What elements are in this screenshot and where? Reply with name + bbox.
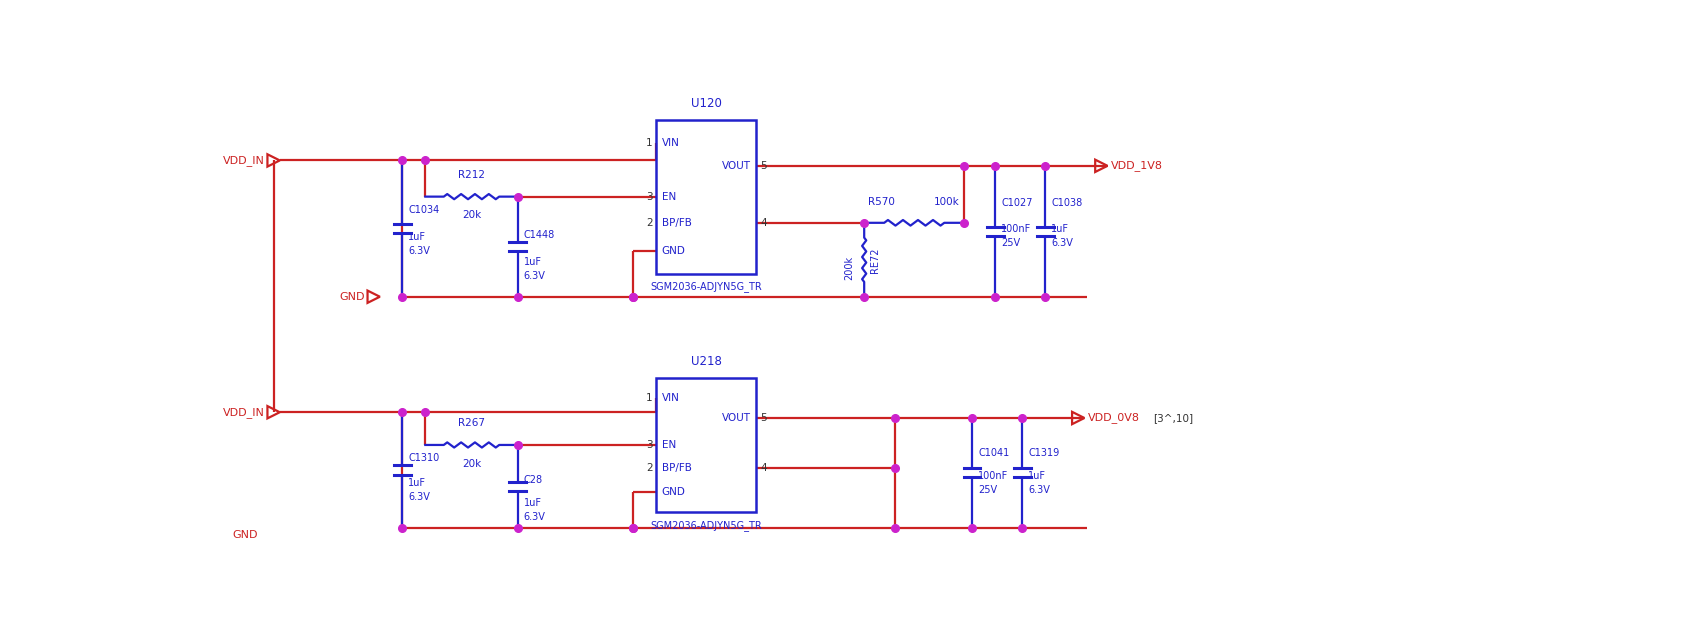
Text: VIN: VIN bbox=[662, 393, 680, 402]
Text: BP/FB: BP/FB bbox=[662, 218, 692, 228]
Text: 1: 1 bbox=[646, 138, 653, 147]
Text: U218: U218 bbox=[691, 355, 721, 368]
Text: 200k: 200k bbox=[844, 256, 854, 279]
Text: C1319: C1319 bbox=[1028, 448, 1059, 458]
Text: C1041: C1041 bbox=[979, 448, 1009, 458]
Text: 1uF: 1uF bbox=[409, 232, 426, 242]
Text: EN: EN bbox=[662, 192, 675, 202]
Text: 1: 1 bbox=[646, 393, 653, 402]
Text: VDD_1V8: VDD_1V8 bbox=[1110, 160, 1163, 171]
Text: 1uF: 1uF bbox=[1052, 224, 1069, 234]
Text: 25V: 25V bbox=[1001, 238, 1020, 248]
Text: 25V: 25V bbox=[979, 485, 997, 495]
Bar bbox=[656, 377, 757, 513]
Text: GND: GND bbox=[339, 292, 365, 302]
Text: C1027: C1027 bbox=[1001, 198, 1033, 208]
Text: VDD_IN: VDD_IN bbox=[222, 155, 264, 166]
Text: 4: 4 bbox=[760, 463, 767, 473]
Text: C1448: C1448 bbox=[523, 230, 556, 240]
Text: 100nF: 100nF bbox=[979, 471, 1008, 481]
Text: 6.3V: 6.3V bbox=[1028, 485, 1050, 495]
Text: 6.3V: 6.3V bbox=[409, 492, 430, 502]
Text: VDD_IN: VDD_IN bbox=[222, 407, 264, 418]
Text: 1uF: 1uF bbox=[1028, 471, 1047, 481]
Text: 100k: 100k bbox=[934, 198, 960, 207]
Text: 100nF: 100nF bbox=[1001, 224, 1032, 234]
Text: 3: 3 bbox=[646, 440, 653, 450]
Text: VOUT: VOUT bbox=[721, 161, 750, 171]
Text: 5: 5 bbox=[760, 413, 767, 423]
Text: 5: 5 bbox=[760, 161, 767, 171]
Bar bbox=[656, 120, 757, 274]
Text: 6.3V: 6.3V bbox=[409, 246, 430, 256]
Text: 2: 2 bbox=[646, 463, 653, 473]
Text: GND: GND bbox=[234, 530, 257, 540]
Text: R570: R570 bbox=[868, 198, 895, 207]
Text: 6.3V: 6.3V bbox=[523, 511, 546, 522]
Text: VDD_0V8: VDD_0V8 bbox=[1088, 413, 1139, 424]
Text: EN: EN bbox=[662, 440, 675, 450]
Text: R267: R267 bbox=[459, 418, 484, 428]
Text: C1310: C1310 bbox=[409, 453, 440, 464]
Text: VIN: VIN bbox=[662, 138, 680, 147]
Text: GND: GND bbox=[662, 245, 685, 256]
Text: [3^,10]: [3^,10] bbox=[1153, 413, 1194, 423]
Text: 6.3V: 6.3V bbox=[1052, 238, 1072, 248]
Text: 3: 3 bbox=[646, 192, 653, 202]
Text: C1034: C1034 bbox=[409, 205, 440, 216]
Text: 6.3V: 6.3V bbox=[523, 271, 546, 281]
Text: RE72: RE72 bbox=[870, 247, 880, 272]
Text: SGM2036-ADJYN5G_TR: SGM2036-ADJYN5G_TR bbox=[651, 281, 762, 292]
Text: 20k: 20k bbox=[462, 211, 481, 220]
Text: VOUT: VOUT bbox=[721, 413, 750, 423]
Text: U120: U120 bbox=[691, 97, 721, 110]
Text: 1uF: 1uF bbox=[523, 257, 542, 267]
Text: C28: C28 bbox=[523, 475, 542, 484]
Text: 20k: 20k bbox=[462, 459, 481, 469]
Text: 1uF: 1uF bbox=[409, 478, 426, 488]
Text: R212: R212 bbox=[459, 169, 484, 180]
Text: SGM2036-ADJYN5G_TR: SGM2036-ADJYN5G_TR bbox=[651, 520, 762, 531]
Text: BP/FB: BP/FB bbox=[662, 463, 692, 473]
Text: 2: 2 bbox=[646, 218, 653, 228]
Text: 1uF: 1uF bbox=[523, 498, 542, 507]
Text: GND: GND bbox=[662, 487, 685, 497]
Text: 4: 4 bbox=[760, 218, 767, 228]
Text: C1038: C1038 bbox=[1052, 198, 1083, 208]
